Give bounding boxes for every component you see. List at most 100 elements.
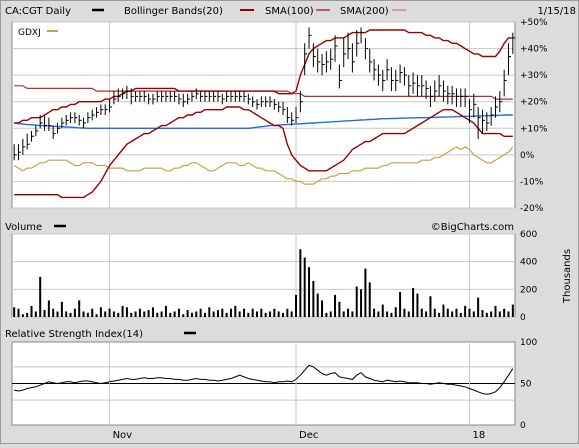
price-bar (312, 43, 316, 68)
rsi-grid (12, 342, 515, 425)
price-bar (330, 48, 334, 70)
volume-bar (325, 312, 328, 317)
volume-bar (282, 312, 285, 317)
volume-bar (43, 310, 46, 317)
volume-bar (433, 308, 436, 317)
volume-bar (477, 297, 480, 317)
gdxj-legend-label: GDXJ (18, 28, 41, 38)
volume-bar (78, 300, 81, 317)
price-bar (369, 48, 373, 73)
price-bar (356, 29, 360, 57)
volume-bar (269, 311, 272, 317)
price-bar (442, 80, 446, 102)
volume-bar (112, 311, 115, 317)
x-tick-label: 18 (472, 430, 485, 441)
price-bar (191, 91, 195, 102)
price-tick-label: +10% (520, 124, 548, 134)
price-bar (317, 48, 321, 73)
volume-bar (47, 300, 50, 317)
price-bar (477, 107, 481, 139)
volume-bar (498, 311, 501, 317)
price-bar (325, 51, 329, 73)
volume-bar (394, 307, 397, 317)
price-bar (269, 96, 273, 108)
price-bar (278, 101, 282, 113)
price-bar (291, 112, 295, 126)
price-bar (208, 91, 212, 102)
volume-bar (21, 314, 24, 317)
price-tick-label: +30% (520, 71, 548, 81)
volume-bar (238, 311, 241, 317)
volume-bar (347, 308, 350, 317)
volume-bar (151, 307, 154, 317)
price-bar (178, 93, 182, 105)
price-bar (395, 69, 399, 92)
bollinger-legend-label: Bollinger Bands(20) (124, 6, 223, 17)
volume-bar (247, 312, 250, 317)
price-bar (65, 115, 69, 126)
volume-bar (438, 312, 441, 317)
price-bar (464, 88, 468, 108)
sma200-legend-label: SMA(200) (340, 6, 389, 17)
gdxj-line (13, 146, 514, 185)
volume-axis-labels: 0 200 400 600 (520, 230, 537, 323)
price-ohlc-group (13, 27, 516, 161)
price-bar (486, 112, 490, 131)
volume-bar (507, 311, 510, 317)
volume-bar (308, 267, 311, 317)
volume-bar (255, 311, 258, 317)
volume-bar (451, 311, 454, 317)
volume-tick-label: 400 (520, 258, 537, 268)
price-bar (61, 117, 65, 129)
volume-bar (138, 308, 141, 317)
volume-bar (286, 308, 289, 317)
bollinger-upper-line (14, 29, 513, 124)
price-tick-label: -10% (520, 177, 544, 187)
volume-bar (511, 304, 514, 317)
volume-bar (420, 308, 423, 317)
volume-bar (221, 308, 224, 317)
price-bar (70, 112, 74, 123)
price-bar (468, 99, 472, 123)
price-bar (455, 88, 459, 108)
price-bar (334, 35, 338, 62)
price-tick-label: -20% (520, 204, 544, 214)
volume-bar (355, 286, 358, 317)
volume-bars-group (13, 249, 514, 317)
volume-bar (56, 311, 59, 317)
price-bar (169, 91, 173, 102)
price-bar (338, 64, 342, 89)
volume-bar (117, 312, 120, 317)
volume-bar (468, 308, 471, 317)
price-bar (282, 101, 286, 115)
volume-bar (182, 314, 185, 317)
price-bar (299, 91, 303, 113)
price-bar (408, 75, 412, 97)
watermark: ©BigCharts.com (431, 222, 514, 233)
price-bar (490, 107, 494, 126)
volume-bar (494, 305, 497, 317)
volume-bar (39, 276, 42, 317)
volume-bar (412, 287, 415, 317)
rsi-tick-label: 0 (520, 421, 526, 431)
price-bar (130, 88, 134, 105)
price-bar (182, 93, 186, 108)
volume-bar (86, 312, 89, 317)
volume-bar (472, 311, 475, 317)
volume-bar (147, 310, 150, 317)
rsi-tick-label: 100 (520, 338, 537, 348)
rsi-series-group (14, 364, 514, 395)
x-tick-label: Dec (299, 430, 318, 441)
price-bar (256, 99, 260, 110)
price-bar (412, 72, 416, 94)
price-bar (473, 93, 477, 118)
volume-bar (360, 289, 363, 317)
price-bar (512, 32, 516, 54)
price-tick-label: +40% (520, 45, 548, 55)
volume-bar (334, 294, 337, 317)
price-bar (39, 115, 43, 129)
price-bar (117, 88, 121, 102)
price-bar (204, 91, 208, 102)
volume-bar (264, 312, 267, 317)
